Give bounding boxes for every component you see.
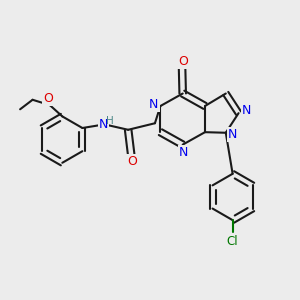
Text: O: O <box>127 155 137 168</box>
Text: Cl: Cl <box>227 235 239 248</box>
Text: O: O <box>44 92 53 105</box>
Text: N: N <box>179 146 188 160</box>
Text: N: N <box>228 128 237 141</box>
Text: N: N <box>242 104 252 117</box>
Text: H: H <box>106 116 114 126</box>
Text: O: O <box>178 55 188 68</box>
Text: N: N <box>99 118 109 131</box>
Text: N: N <box>149 98 159 111</box>
